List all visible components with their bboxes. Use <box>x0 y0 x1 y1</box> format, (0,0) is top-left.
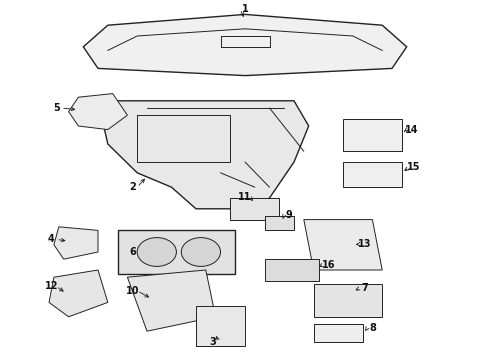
Text: 8: 8 <box>369 323 376 333</box>
Polygon shape <box>54 227 98 259</box>
Text: 4: 4 <box>48 234 55 244</box>
Text: 12: 12 <box>45 281 58 291</box>
Polygon shape <box>230 198 279 220</box>
Text: 9: 9 <box>286 210 293 220</box>
Circle shape <box>181 238 221 266</box>
Polygon shape <box>304 220 382 270</box>
Circle shape <box>137 238 176 266</box>
Polygon shape <box>98 101 309 209</box>
Polygon shape <box>127 270 216 331</box>
Text: 15: 15 <box>407 162 421 172</box>
Text: 11: 11 <box>238 192 252 202</box>
Text: 7: 7 <box>362 283 368 293</box>
Polygon shape <box>196 306 245 346</box>
Polygon shape <box>343 162 402 187</box>
Polygon shape <box>343 119 402 151</box>
Text: 13: 13 <box>358 239 372 249</box>
Text: 3: 3 <box>210 337 217 347</box>
Polygon shape <box>69 94 127 130</box>
Text: 2: 2 <box>129 182 136 192</box>
Text: 5: 5 <box>53 103 60 113</box>
Polygon shape <box>265 216 294 230</box>
Polygon shape <box>265 259 318 281</box>
Text: 10: 10 <box>125 286 139 296</box>
Text: 6: 6 <box>129 247 136 257</box>
Polygon shape <box>314 324 363 342</box>
Text: 1: 1 <box>242 4 248 14</box>
Polygon shape <box>83 14 407 76</box>
Text: 16: 16 <box>321 260 335 270</box>
Text: 14: 14 <box>405 125 418 135</box>
Polygon shape <box>314 284 382 317</box>
Polygon shape <box>49 270 108 317</box>
Polygon shape <box>118 230 235 274</box>
